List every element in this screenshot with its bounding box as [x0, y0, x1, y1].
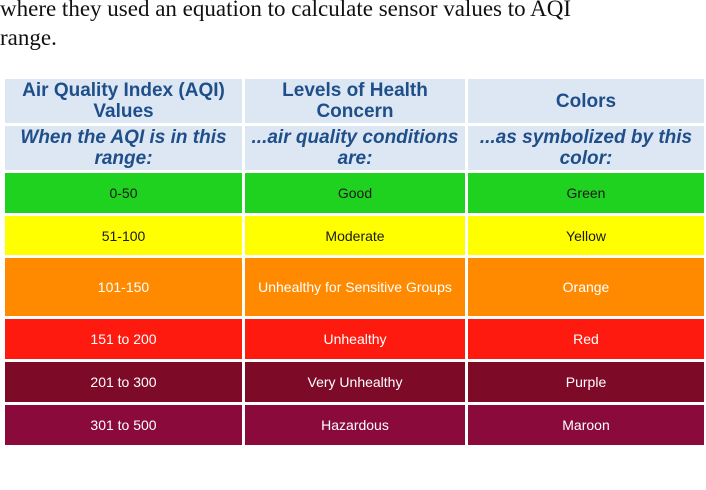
aqi-table-header: Air Quality Index (AQI) Values Levels of…	[5, 79, 704, 170]
color-name-cell: Maroon	[468, 405, 704, 445]
intro-line-2: range.	[0, 25, 57, 50]
table-row: 101-150 Unhealthy for Sensitive Groups O…	[5, 258, 704, 316]
header-colors: Colors	[468, 79, 704, 123]
aqi-range-cell: 151 to 200	[5, 319, 242, 359]
health-level-cell: Hazardous	[245, 405, 465, 445]
table-row: 201 to 300 Very Unhealthy Purple	[5, 362, 704, 402]
subheader-color: ...as symbolized by this color:	[468, 126, 704, 170]
color-name-cell: Yellow	[468, 216, 704, 255]
table-row: 151 to 200 Unhealthy Red	[5, 319, 704, 359]
header-subtitle-row: When the AQI is in this range: ...air qu…	[5, 126, 704, 170]
color-name-cell: Red	[468, 319, 704, 359]
health-level-cell: Good	[245, 173, 465, 213]
table-row: 51-100 Moderate Yellow	[5, 216, 704, 255]
aqi-table-body: 0-50 Good Green 51-100 Moderate Yellow 1…	[5, 173, 704, 445]
color-name-cell: Orange	[468, 258, 704, 316]
intro-paragraph: where they used an equation to calculate…	[0, 0, 706, 52]
aqi-range-cell: 201 to 300	[5, 362, 242, 402]
header-health-concern: Levels of Health Concern	[245, 79, 465, 123]
aqi-range-cell: 0-50	[5, 173, 242, 213]
aqi-range-cell: 101-150	[5, 258, 242, 316]
health-level-cell: Unhealthy for Sensitive Groups	[245, 258, 465, 316]
subheader-aqi-range: When the AQI is in this range:	[5, 126, 242, 170]
intro-line-1: where they used an equation to calculate…	[0, 0, 571, 21]
header-title-row: Air Quality Index (AQI) Values Levels of…	[5, 79, 704, 123]
health-level-cell: Very Unhealthy	[245, 362, 465, 402]
color-name-cell: Purple	[468, 362, 704, 402]
header-aqi-values: Air Quality Index (AQI) Values	[5, 79, 242, 123]
aqi-range-cell: 51-100	[5, 216, 242, 255]
color-name-cell: Green	[468, 173, 704, 213]
subheader-conditions: ...air quality conditions are:	[245, 126, 465, 170]
table-row: 301 to 500 Hazardous Maroon	[5, 405, 704, 445]
table-row: 0-50 Good Green	[5, 173, 704, 213]
health-level-cell: Unhealthy	[245, 319, 465, 359]
health-level-cell: Moderate	[245, 216, 465, 255]
aqi-range-cell: 301 to 500	[5, 405, 242, 445]
aqi-table: Air Quality Index (AQI) Values Levels of…	[2, 76, 706, 448]
